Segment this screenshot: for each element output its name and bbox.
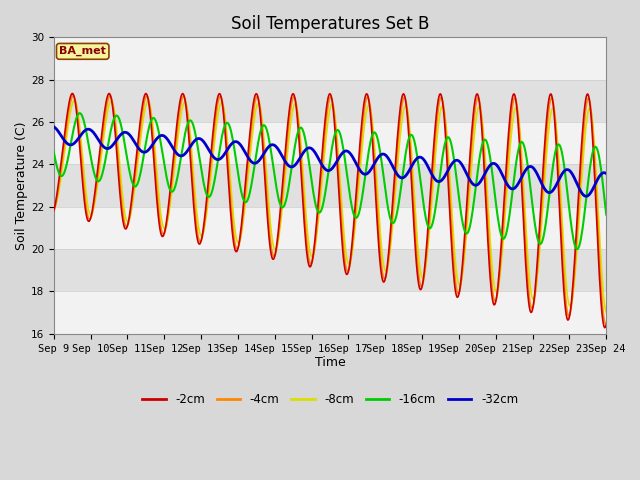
Legend: -2cm, -4cm, -8cm, -16cm, -32cm: -2cm, -4cm, -8cm, -16cm, -32cm [137, 388, 523, 411]
Y-axis label: Soil Temperature (C): Soil Temperature (C) [15, 121, 28, 250]
X-axis label: Time: Time [315, 356, 346, 369]
Text: BA_met: BA_met [60, 46, 106, 57]
Bar [54, 207, 606, 249]
Bar [54, 291, 606, 334]
Bar [54, 122, 606, 164]
Title: Soil Temperatures Set B: Soil Temperatures Set B [231, 15, 429, 33]
Bar [54, 37, 606, 80]
